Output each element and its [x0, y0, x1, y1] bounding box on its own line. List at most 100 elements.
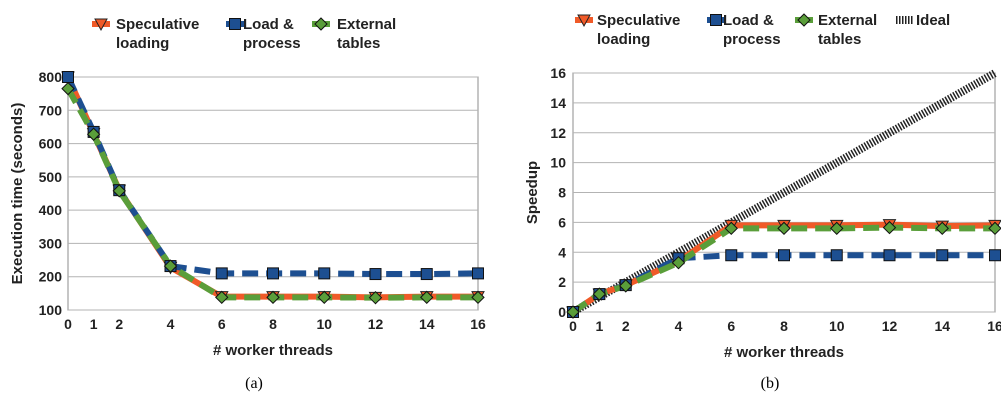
legend-marker — [797, 13, 811, 27]
y-tick-label: 10 — [550, 155, 566, 171]
y-tick-label: 500 — [39, 169, 63, 185]
x-tick-label: 14 — [934, 318, 950, 334]
legend-item-speculative: Speculative loading — [575, 12, 680, 48]
x-tick-label: 2 — [622, 318, 630, 334]
point-external — [86, 127, 101, 141]
point-external — [830, 221, 844, 236]
legend-marker — [710, 14, 722, 26]
x-tick-label: 12 — [368, 316, 384, 332]
legend-marker — [94, 18, 108, 32]
legend-item-load: Load & process — [226, 16, 301, 52]
sublabel-b: (b) — [761, 375, 780, 392]
x-tick-label: 6 — [218, 316, 226, 332]
point-external — [163, 259, 178, 273]
series-line-load — [571, 252, 995, 315]
point-external — [215, 290, 229, 305]
legend-label: Load & — [243, 16, 294, 33]
legend-label: process — [723, 31, 781, 48]
x-tick-label: 10 — [829, 318, 845, 334]
x-tick-label: 14 — [419, 316, 435, 332]
y-tick-label: 300 — [39, 235, 63, 251]
legend-label: External — [337, 16, 396, 33]
point-external — [724, 221, 738, 236]
y-tick-label: 600 — [39, 136, 63, 152]
point-external — [566, 305, 580, 319]
legend-label: Load & — [723, 12, 774, 29]
legend-label: tables — [818, 31, 861, 48]
point-load — [318, 267, 331, 280]
point-load — [725, 249, 738, 262]
point-external — [935, 221, 949, 236]
point-external — [112, 184, 126, 198]
x-tick-label: 1 — [595, 318, 603, 334]
point-load — [62, 71, 74, 83]
y-tick-label: 4 — [558, 244, 566, 260]
x-tick-label: 16 — [470, 316, 486, 332]
point-external — [592, 287, 607, 301]
y-tick-label: 700 — [39, 102, 63, 118]
legend-label: loading — [116, 35, 169, 52]
point-load — [936, 249, 949, 262]
y-tick-label: 800 — [39, 69, 63, 85]
point-load — [989, 249, 1001, 262]
x-tick-label: 12 — [882, 318, 898, 334]
point-external — [368, 290, 383, 305]
sublabel-a: (a) — [245, 375, 263, 392]
y-tick-label: 14 — [550, 95, 566, 111]
point-external — [420, 290, 434, 305]
legend-label: Speculative — [597, 12, 680, 29]
x-axis-title: # worker threads — [213, 342, 333, 359]
point-external — [619, 279, 633, 293]
point-load — [215, 267, 228, 280]
x-tick-label: 4 — [167, 316, 175, 332]
point-external — [266, 290, 280, 305]
legend-marker — [314, 17, 328, 31]
series-line-external — [571, 224, 995, 315]
legend-label: process — [243, 35, 301, 52]
legend-marker — [229, 18, 241, 30]
x-tick-label: 4 — [675, 318, 683, 334]
legend-item-external: External tables — [312, 16, 396, 52]
legend-item-load: Load & process — [707, 12, 781, 48]
y-tick-label: 400 — [39, 202, 63, 218]
x-tick-label: 0 — [569, 318, 577, 334]
point-external — [777, 221, 791, 236]
x-axis-title: # worker threads — [724, 344, 844, 361]
point-load — [830, 249, 843, 262]
y-tick-label: 100 — [39, 302, 63, 318]
legend-label: Ideal — [916, 12, 950, 29]
x-tick-label: 1 — [90, 316, 98, 332]
y-tick-label: 16 — [550, 65, 566, 81]
point-external — [61, 81, 75, 96]
x-tick-label: 0 — [64, 316, 72, 332]
legend-label: tables — [337, 35, 380, 52]
point-external — [671, 255, 686, 270]
y-tick-label: 8 — [558, 185, 566, 201]
x-tick-label: 6 — [727, 318, 735, 334]
point-external — [988, 221, 1001, 236]
y-tick-label: 12 — [550, 125, 566, 141]
x-tick-label: 10 — [316, 316, 332, 332]
x-tick-label: 8 — [269, 316, 277, 332]
y-axis-title: Speedup — [524, 161, 541, 224]
point-load — [420, 268, 433, 281]
legend-item-external: External tables — [795, 12, 877, 48]
x-tick-label: 8 — [780, 318, 788, 334]
point-load — [472, 267, 484, 280]
series-line-load — [65, 75, 479, 278]
point-load — [883, 249, 896, 262]
point-external — [882, 220, 897, 235]
point-load — [369, 268, 382, 281]
legend-marker — [577, 14, 591, 28]
point-load — [778, 249, 790, 262]
legend-label: External — [818, 12, 877, 29]
y-tick-label: 200 — [39, 269, 63, 285]
point-external — [471, 290, 485, 305]
point-external — [317, 290, 331, 305]
legend-item-speculative: Speculative loading — [92, 16, 199, 52]
point-load — [267, 267, 279, 280]
legend-label: Speculative — [116, 16, 199, 33]
series-line-external — [65, 87, 478, 301]
